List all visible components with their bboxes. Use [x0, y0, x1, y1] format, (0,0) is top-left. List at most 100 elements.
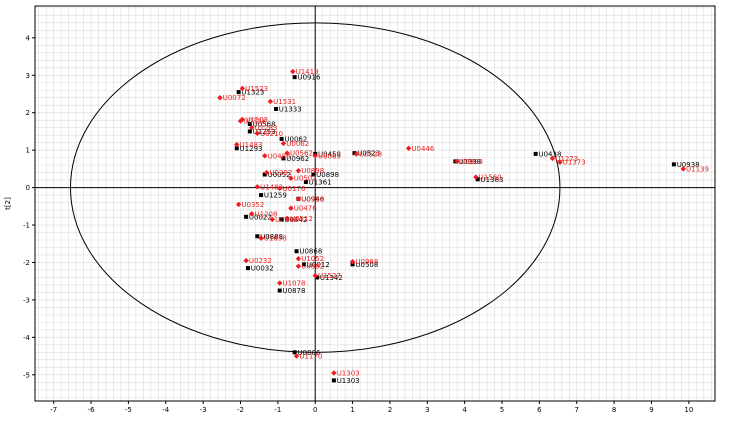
- y-tick-label: -3: [23, 296, 30, 304]
- point-label: U0446: [411, 145, 434, 153]
- x-tick-label: 4: [462, 406, 467, 414]
- point-diamond: [295, 256, 302, 262]
- x-tick-label: 3: [425, 406, 429, 414]
- point-diamond: [284, 150, 290, 156]
- point-square: [277, 288, 282, 293]
- point-square: [292, 75, 297, 80]
- point-label: U1253: [253, 128, 276, 136]
- point-label: U0352: [241, 201, 264, 209]
- point-label: U0878: [283, 287, 306, 295]
- y-tick-label: -4: [23, 334, 31, 342]
- y-tick-label: 0: [26, 184, 30, 192]
- point-label: U1531: [273, 98, 296, 106]
- point-square: [475, 177, 480, 182]
- point-label: U0898: [316, 171, 339, 179]
- point-label: U0512: [290, 215, 313, 223]
- point-label: U0052: [268, 171, 291, 179]
- point-diamond: [254, 130, 261, 136]
- point-label: U0012: [307, 261, 330, 269]
- point-square: [236, 90, 241, 95]
- point-diamond: [277, 185, 283, 192]
- x-tick-label: -7: [50, 406, 57, 414]
- point-label: U0210: [260, 130, 283, 138]
- point-square: [247, 121, 252, 126]
- x-tick-label: 1: [350, 406, 354, 414]
- confidence-ellipse: [69, 22, 561, 353]
- y-tick-label: -5: [23, 371, 30, 379]
- point-label: U1078: [283, 280, 306, 288]
- point-diamond: [277, 280, 283, 286]
- point-diamond: [239, 116, 246, 123]
- y-tick-label: 4: [26, 34, 31, 42]
- point-square: [671, 162, 676, 167]
- point-label: U0868: [299, 248, 322, 256]
- point-diamond: [454, 158, 460, 165]
- point-label: U0032: [251, 265, 274, 273]
- axis-layer: [35, 6, 715, 401]
- point-diamond: [280, 140, 287, 147]
- point-label: U1483: [240, 141, 263, 149]
- point-label: U1283: [255, 124, 278, 132]
- point-diamond: [237, 118, 244, 124]
- point-label: U0882: [301, 263, 324, 271]
- point-diamond: [349, 259, 356, 265]
- point-label: U1139: [686, 165, 709, 173]
- point-diamond: [239, 85, 246, 92]
- y-axis-label: t[2]: [4, 197, 12, 210]
- point-label: U0962: [286, 155, 309, 163]
- x-tick-label: -5: [125, 406, 132, 414]
- point-square: [255, 234, 260, 239]
- point-diamond: [284, 215, 290, 221]
- point-square: [281, 156, 286, 161]
- point-label: U1208: [255, 210, 278, 218]
- point-label: U0998: [458, 158, 481, 166]
- point-label: U1383: [481, 176, 504, 184]
- point-label: U1303: [337, 369, 360, 377]
- ticks-layer: -7 -6 -5 -4 -3 -2 -1 0 1 2 3 4 5 6 7 8 9 1043210-1-2-3-4-…: [23, 34, 693, 414]
- point-label: U0438: [538, 150, 561, 158]
- point-label: U0528: [359, 150, 382, 158]
- point-diamond: [295, 263, 302, 269]
- point-label: U0806: [297, 349, 320, 357]
- point-diamond: [254, 184, 261, 190]
- point-label: U0328: [243, 117, 266, 125]
- point-label: U0946: [301, 195, 324, 203]
- point-diamond: [331, 370, 337, 376]
- point-diamond: [217, 95, 223, 101]
- point-label: U1373: [563, 159, 586, 167]
- point-label: U1342: [320, 274, 343, 282]
- point-label: U0502: [294, 175, 317, 183]
- point-label: U1273: [555, 155, 578, 163]
- point-square: [279, 217, 284, 222]
- point-square: [311, 172, 316, 177]
- point-label: U1638: [264, 235, 287, 243]
- x-tick-label: -6: [88, 406, 96, 414]
- point-diamond: [473, 174, 479, 180]
- point-label: U1323: [241, 89, 264, 97]
- point-label: U0062: [286, 140, 309, 148]
- point-diamond: [312, 272, 318, 279]
- point-label: U0916: [297, 74, 320, 82]
- point-label: U1333: [279, 105, 302, 113]
- y-tick-label: 2: [26, 109, 30, 117]
- point-square: [302, 262, 307, 267]
- x-tick-label: 7: [575, 406, 579, 414]
- point-diamond: [243, 257, 249, 264]
- point-label: U1503: [245, 116, 268, 124]
- point-square: [292, 350, 297, 355]
- plot-frame: [34, 5, 716, 402]
- point-label: U1361: [309, 178, 332, 186]
- point-square: [533, 151, 538, 156]
- point-label: U0562: [290, 150, 313, 158]
- point-diamond: [290, 68, 296, 75]
- point-square: [262, 172, 267, 177]
- point-label: U1052: [301, 255, 324, 263]
- point-label: U1303: [337, 377, 360, 385]
- point-label: U0508: [355, 261, 378, 269]
- point-label: U1170: [299, 353, 322, 361]
- point-square: [303, 179, 308, 184]
- point-square: [245, 266, 250, 271]
- point-diamond: [680, 166, 686, 172]
